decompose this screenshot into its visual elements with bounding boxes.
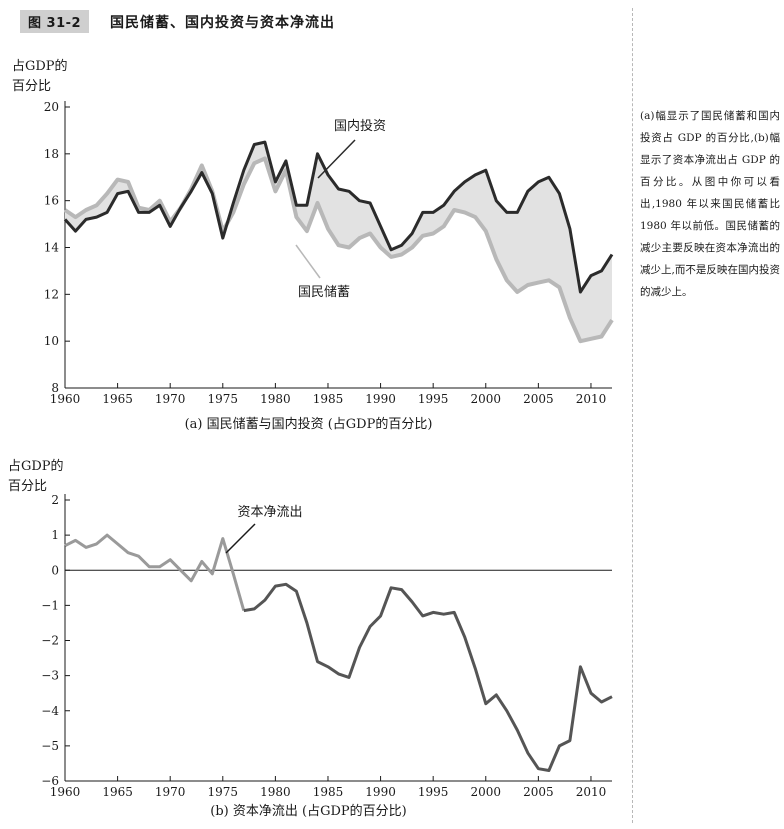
- x-tick-label: 1960: [50, 785, 81, 799]
- y-tick-label: −5: [41, 739, 59, 753]
- annotation-leader: [225, 523, 256, 554]
- annotation-label: 资本净流出: [237, 505, 302, 520]
- x-tick-label: 1980: [260, 785, 291, 799]
- x-tick-label: 2010: [576, 392, 607, 406]
- x-tick-label: 1970: [155, 785, 186, 799]
- y-tick-label: 2: [51, 493, 59, 507]
- x-tick-label: 1965: [102, 392, 133, 406]
- y-axis-label: 占GDP的: [8, 458, 64, 474]
- x-tick-label: 2005: [523, 785, 554, 799]
- y-tick-label: 8: [51, 381, 59, 395]
- y-axis-label: 占GDP的: [12, 58, 68, 74]
- y-tick-label: 20: [44, 100, 59, 114]
- x-tick-label: 1995: [418, 392, 449, 406]
- x-tick-label: 1985: [313, 392, 344, 406]
- x-tick-label: 1995: [418, 785, 449, 799]
- series-line-capital-outflow-early: [64, 533, 246, 612]
- caption-divider: [632, 8, 633, 823]
- series-line-national-saving: [63, 156, 614, 344]
- y-axis-label: 百分比: [12, 79, 51, 94]
- x-tick-label: 1980: [260, 392, 291, 406]
- x-tick-label: 1975: [208, 785, 239, 799]
- chart-a: 8 10 12 14 16 18 20 1960 1965 1970 1975 1980 1985 199…: [12, 58, 614, 432]
- figure-caption: (a)幅显示了国民储蓄和国内投资占 GDP 的百分比,(b)幅显示了资本净流出占…: [640, 110, 780, 298]
- x-tick-label: 1975: [208, 392, 239, 406]
- annotation-leader: [295, 244, 321, 279]
- y-tick-label: 18: [44, 147, 59, 161]
- chart-b: −6 −5 −4 −3 −2 −1 0 1 2 1960 1965 1970 1975 1980 1985 1…: [8, 458, 613, 819]
- x-tick-label: 1990: [365, 392, 396, 406]
- x-tick-label: 2010: [576, 785, 607, 799]
- y-tick-label: −1: [41, 598, 59, 612]
- y-tick-label: −2: [41, 634, 59, 648]
- y-tick-label: 12: [44, 287, 59, 301]
- annotation-leader: [317, 139, 356, 179]
- y-tick-label: −3: [41, 669, 59, 683]
- chart-title: (a) 国民储蓄与国内投资 (占GDP的百分比): [185, 416, 433, 432]
- y-tick-label: 14: [44, 241, 60, 255]
- x-tick-label: 1990: [365, 785, 396, 799]
- x-tick-label: 2000: [470, 392, 501, 406]
- series-line-domestic-investment: [63, 140, 614, 294]
- y-tick-label: 1: [51, 528, 59, 542]
- x-tick-label: 1970: [155, 392, 186, 406]
- y-tick-label: 10: [44, 334, 59, 348]
- x-tick-label: 2000: [470, 785, 501, 799]
- x-tick-label: 2005: [523, 392, 554, 406]
- annotation-label: 国内投资: [334, 118, 386, 134]
- y-axis-label: 百分比: [8, 479, 47, 494]
- y-tick-label: 16: [44, 194, 59, 208]
- y-tick-label: −4: [41, 704, 59, 718]
- x-tick-label: 1965: [102, 785, 133, 799]
- figure-label: 图 31-2: [20, 10, 90, 33]
- y-tick-label: −6: [41, 774, 59, 788]
- x-tick-label: 1985: [313, 785, 344, 799]
- series-line-capital-outflow: [243, 582, 613, 772]
- annotation-label: 国民储蓄: [298, 285, 350, 300]
- figure-title: 国民储蓄、国内投资与资本净流出: [110, 15, 335, 31]
- y-tick-label: 0: [51, 563, 59, 577]
- x-tick-label: 1960: [50, 392, 81, 406]
- chart-title: (b) 资本净流出 (占GDP的百分比): [210, 803, 406, 819]
